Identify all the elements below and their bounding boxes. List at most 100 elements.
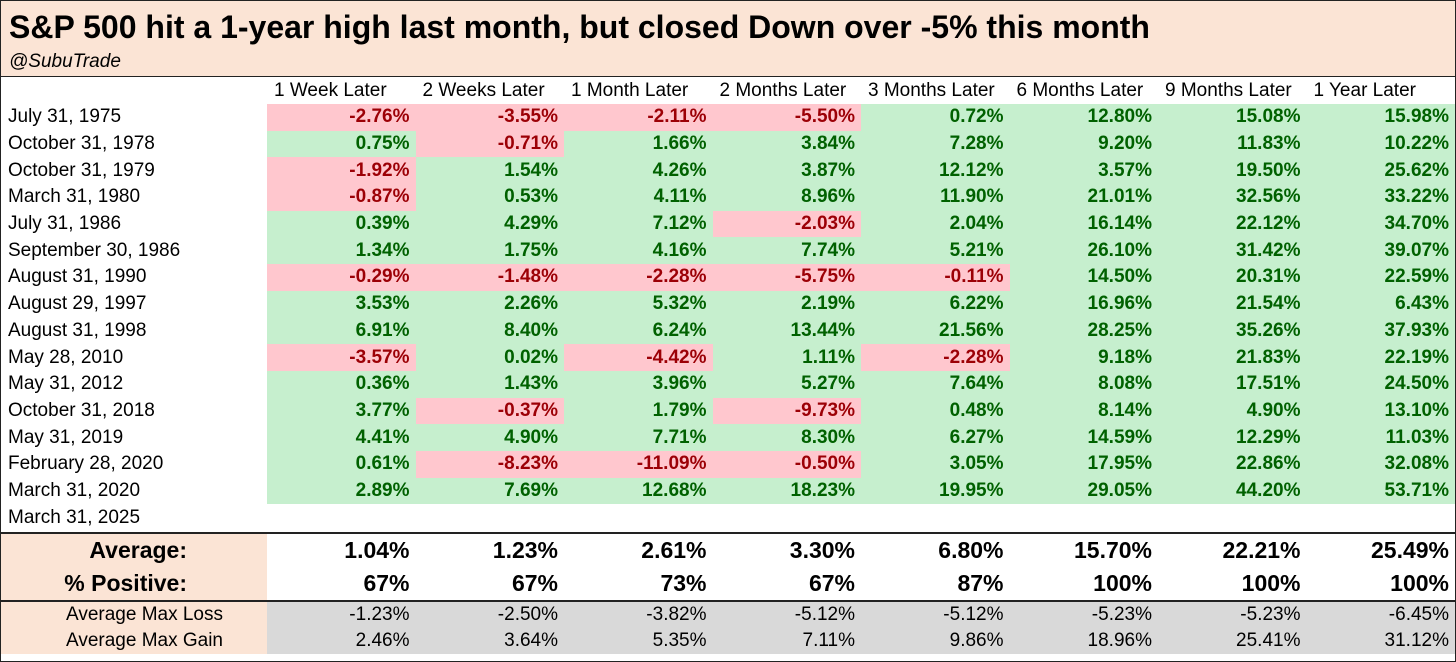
return-cell: 11.03% bbox=[1306, 424, 1455, 451]
row-date: July 31, 1975 bbox=[8, 106, 122, 128]
return-cell: 12.68% bbox=[564, 477, 713, 505]
return-cell: -2.11% bbox=[564, 104, 713, 131]
summary-value: 1.23% bbox=[492, 537, 558, 564]
return-cell: 12.12% bbox=[861, 157, 1010, 185]
return-cell: 12.29% bbox=[1158, 424, 1307, 451]
return-cell: 7.28% bbox=[861, 130, 1010, 158]
summary-row: % Positive: 67% 67% 73% 67% 87% 100% 100% 100% bbox=[1, 567, 1455, 602]
table-row: May 31, 2012 0.36% 1.43% 3.96% 5.27% 7.64% 8.0… bbox=[1, 370, 1455, 398]
max-stat-value: 18.96% bbox=[1009, 628, 1158, 655]
return-cell: 39.07% bbox=[1306, 237, 1455, 265]
summary-value: 1.04% bbox=[344, 537, 410, 564]
return-cell: -2.03% bbox=[712, 210, 861, 238]
max-stat-value: -5.23% bbox=[1009, 602, 1158, 629]
return-cell: 6.43% bbox=[1306, 290, 1455, 318]
return-cell: -3.57% bbox=[267, 344, 416, 371]
returns-table: 1 Week Later 2 Weeks Later 1 Month Later 2 … bbox=[1, 77, 1455, 533]
return-cell: 6.24% bbox=[564, 317, 713, 345]
chart-title: S&P 500 hit a 1-year high last month, bu… bbox=[9, 9, 1150, 45]
column-header: 1 Month Later bbox=[571, 79, 689, 101]
summary-value: 87% bbox=[957, 570, 1004, 597]
return-cell: 53.71% bbox=[1306, 477, 1455, 505]
return-cell: -0.37% bbox=[415, 397, 564, 425]
return-cell: 4.90% bbox=[1158, 397, 1307, 425]
summary-value: 100% bbox=[1093, 570, 1152, 597]
return-cell bbox=[1009, 504, 1158, 533]
summary-value: 73% bbox=[660, 570, 707, 597]
return-cell: 0.48% bbox=[861, 397, 1010, 425]
return-cell: 21.01% bbox=[1009, 184, 1158, 211]
return-cell: 3.57% bbox=[1009, 157, 1158, 185]
max-stat-value: 2.46% bbox=[267, 628, 416, 655]
return-cell: 3.84% bbox=[712, 130, 861, 158]
summary-value: 67% bbox=[511, 570, 558, 597]
return-cell: 8.30% bbox=[712, 424, 861, 451]
table-row: March 31, 2020 2.89% 7.69% 12.68% 18.23% 19.9… bbox=[1, 477, 1455, 505]
return-cell bbox=[1158, 504, 1307, 533]
max-stat-value: 3.64% bbox=[415, 628, 564, 655]
return-cell: 4.90% bbox=[415, 424, 564, 451]
return-cell: 4.29% bbox=[415, 210, 564, 238]
column-header: 6 Months Later bbox=[1016, 79, 1144, 101]
return-cell: 7.12% bbox=[564, 210, 713, 238]
summary-row: Average: 1.04% 1.23% 2.61% 3.30% 6.80% 15.70% 2… bbox=[1, 533, 1455, 568]
return-cell: 3.96% bbox=[564, 370, 713, 398]
row-date: March 31, 2025 bbox=[8, 507, 141, 529]
return-cell: 34.70% bbox=[1306, 210, 1455, 238]
return-cell: 11.90% bbox=[861, 184, 1010, 211]
return-cell: 0.75% bbox=[267, 130, 416, 158]
return-cell: 6.27% bbox=[861, 424, 1010, 451]
max-stat-value: 7.11% bbox=[712, 628, 861, 655]
return-cell: 1.54% bbox=[415, 157, 564, 185]
return-cell: 14.50% bbox=[1009, 264, 1158, 291]
row-date: August 29, 1997 bbox=[8, 293, 147, 315]
table-row: May 28, 2010 -3.57% 0.02% -4.42% 1.11% -2.28%… bbox=[1, 344, 1455, 371]
return-cell: -1.92% bbox=[267, 157, 416, 185]
max-stat-value: -5.23% bbox=[1158, 602, 1307, 629]
return-cell: 21.56% bbox=[861, 317, 1010, 345]
max-stat-row: Average Max Loss -1.23% -2.50% -3.82% -5.12%… bbox=[1, 602, 1455, 629]
return-cell: 11.83% bbox=[1158, 130, 1307, 158]
return-cell: -11.09% bbox=[564, 450, 713, 478]
return-cell: 3.53% bbox=[267, 290, 416, 318]
row-date: May 28, 2010 bbox=[8, 346, 124, 368]
return-cell: -9.73% bbox=[712, 397, 861, 425]
return-cell: 28.25% bbox=[1009, 317, 1158, 345]
return-cell: 2.26% bbox=[415, 290, 564, 318]
return-cell: 17.51% bbox=[1158, 370, 1307, 398]
return-cell: 26.10% bbox=[1009, 237, 1158, 265]
return-cell: 24.50% bbox=[1306, 370, 1455, 398]
return-cell: -3.55% bbox=[415, 104, 564, 131]
column-header: 2 Weeks Later bbox=[422, 79, 545, 101]
column-header-row: 1 Week Later 2 Weeks Later 1 Month Later 2 … bbox=[1, 77, 1455, 104]
row-date: May 31, 2019 bbox=[8, 426, 124, 448]
return-cell: -2.28% bbox=[861, 344, 1010, 371]
table-row: July 31, 1986 0.39% 4.29% 7.12% -2.03% 2.04% 1… bbox=[1, 210, 1455, 238]
return-cell: 18.23% bbox=[712, 477, 861, 505]
row-date: March 31, 2020 bbox=[8, 479, 141, 501]
return-cell bbox=[267, 504, 416, 533]
summary-value: 15.70% bbox=[1073, 537, 1152, 564]
return-cell: 8.40% bbox=[415, 317, 564, 345]
return-cell: 21.54% bbox=[1158, 290, 1307, 318]
summary-label: Average: bbox=[1, 533, 267, 568]
return-cell: 16.14% bbox=[1009, 210, 1158, 238]
summary-value: 67% bbox=[363, 570, 410, 597]
max-stat-value: 25.41% bbox=[1158, 628, 1307, 655]
table-row: September 30, 1986 1.34% 1.75% 4.16% 7.74% 5.… bbox=[1, 237, 1455, 265]
return-cell: 5.27% bbox=[712, 370, 861, 398]
return-cell: 0.72% bbox=[861, 104, 1010, 131]
return-cell: 0.61% bbox=[267, 450, 416, 478]
return-cell: 15.98% bbox=[1306, 104, 1455, 131]
return-cell: 2.19% bbox=[712, 290, 861, 318]
return-cell: 1.11% bbox=[712, 344, 861, 371]
return-cell: 6.22% bbox=[861, 290, 1010, 318]
table-row: July 31, 1975 -2.76% -3.55% -2.11% -5.50% 0.7… bbox=[1, 104, 1455, 131]
column-header: 3 Months Later bbox=[868, 79, 995, 101]
return-cell: 3.87% bbox=[712, 157, 861, 185]
table-row: October 31, 1979 -1.92% 1.54% 4.26% 3.87% 12.… bbox=[1, 157, 1455, 185]
column-header: 1 Year Later bbox=[1313, 79, 1416, 101]
return-cell: -0.71% bbox=[415, 130, 564, 158]
return-cell: 9.20% bbox=[1009, 130, 1158, 158]
return-cell: 32.56% bbox=[1158, 184, 1307, 211]
